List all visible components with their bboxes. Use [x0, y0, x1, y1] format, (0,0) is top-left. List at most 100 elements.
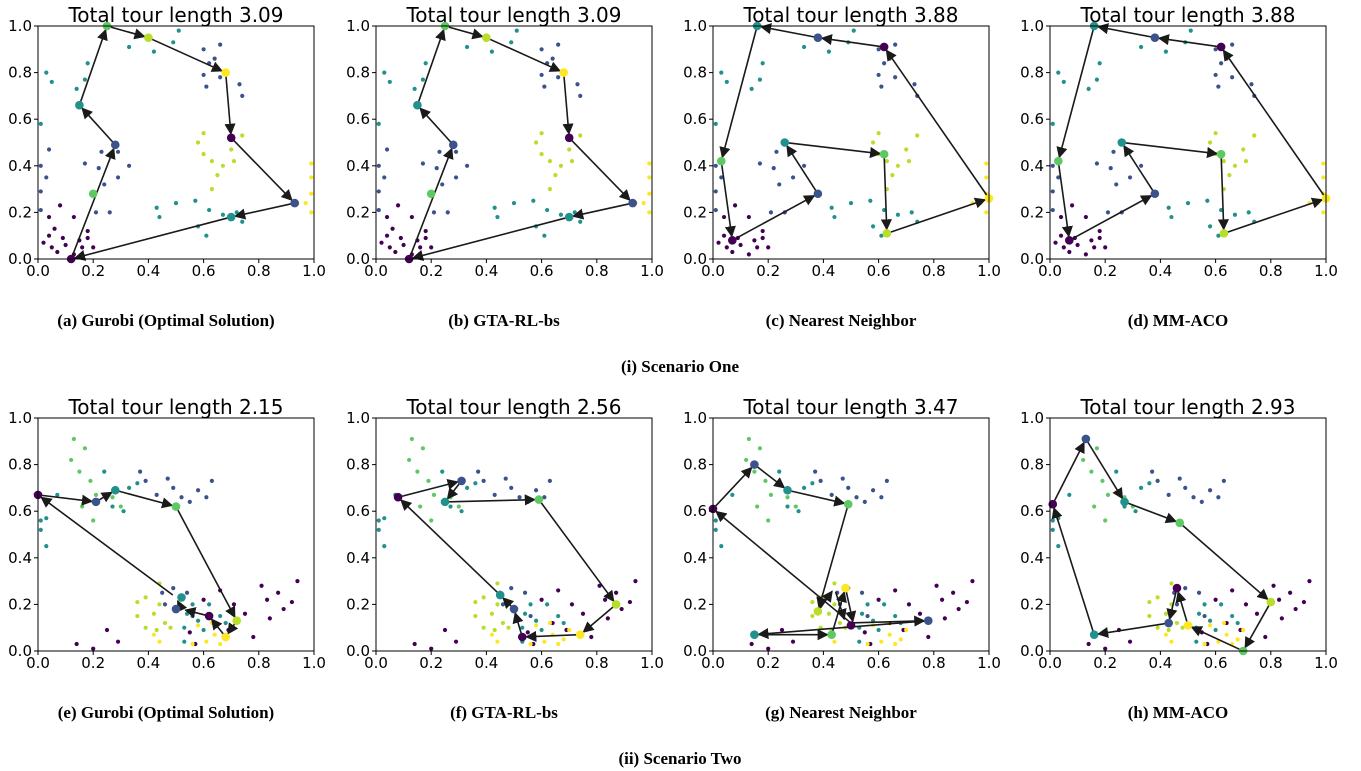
tour-edge	[571, 140, 631, 202]
customer-point	[176, 28, 181, 33]
customer-point	[1202, 602, 1207, 607]
customer-point	[201, 72, 206, 78]
customer-point	[229, 147, 234, 152]
customer-point	[553, 173, 558, 178]
customer-point	[829, 205, 834, 210]
tour-edge	[1227, 197, 1324, 233]
visited-node	[393, 492, 403, 502]
customer-point	[1105, 492, 1111, 497]
customer-point	[46, 214, 52, 220]
customer-point	[895, 163, 901, 168]
customer-point	[1075, 242, 1080, 248]
customer-point	[766, 646, 771, 651]
x-tick-label: 0.2	[756, 654, 780, 672]
customer-point	[917, 611, 923, 616]
x-tick-label: 0.8	[247, 262, 271, 280]
customer-point	[276, 590, 281, 595]
y-tick-label: 0.6	[8, 110, 32, 128]
customer-point	[231, 602, 237, 607]
tour-edge	[233, 140, 293, 202]
x-tick-label: 0.0	[364, 654, 388, 672]
customer-point	[757, 161, 763, 166]
panel-7: Total tour length 3.47 0.0 0.2 0.4 0.6 0.8 1.0…	[683, 395, 1001, 722]
customer-point	[829, 492, 834, 497]
customer-point	[1202, 641, 1207, 647]
panel-5: Total tour length 2.15 0.0 0.2 0.4 0.6 0.8 1.0…	[8, 395, 326, 722]
customer-point	[771, 166, 776, 171]
customer-point	[760, 235, 765, 241]
customer-point	[1103, 646, 1108, 651]
customer-point	[135, 481, 140, 486]
tour-edge	[1123, 144, 1154, 191]
customer-point	[1254, 611, 1260, 616]
customer-point	[887, 632, 892, 637]
customer-point	[492, 627, 497, 633]
customer-point	[884, 478, 889, 484]
customer-point	[1067, 249, 1072, 255]
x-tick-label: 1.0	[977, 654, 1001, 672]
customer-point	[93, 492, 99, 497]
customer-point	[1105, 210, 1111, 215]
customer-point	[489, 49, 495, 54]
customer-point	[876, 627, 881, 633]
customer-point	[171, 40, 176, 45]
customer-point	[906, 602, 912, 607]
customer-point	[1199, 499, 1204, 504]
x-tick-label: 0.0	[1038, 654, 1062, 672]
customer-point	[857, 639, 862, 644]
customer-point	[201, 131, 206, 136]
customer-point	[115, 639, 121, 644]
customer-point	[1097, 61, 1102, 66]
customer-point	[162, 620, 168, 626]
customer-point	[138, 469, 143, 474]
customer-point	[1174, 602, 1180, 607]
customer-point	[777, 182, 782, 187]
tour-edge	[1175, 590, 1188, 622]
customer-point	[407, 457, 412, 463]
scenario-one-label: (i) Scenario One	[621, 357, 739, 376]
customer-point	[542, 639, 547, 644]
x-tick-label: 0.2	[1093, 262, 1117, 280]
customer-point	[1138, 485, 1144, 490]
customer-point	[495, 602, 500, 607]
customer-point	[738, 242, 743, 248]
customer-point	[1271, 583, 1276, 588]
customer-point	[201, 597, 206, 602]
x-tick-label: 1.0	[640, 262, 664, 280]
customer-point	[879, 84, 884, 89]
panel-title: Total tour length 3.88	[1079, 3, 1295, 27]
panel-6: Total tour length 2.56 0.0 0.2 0.4 0.6 0.8 1.0…	[346, 395, 664, 722]
customer-point	[1224, 632, 1229, 637]
customer-point	[1114, 469, 1119, 474]
customer-point	[429, 646, 434, 651]
customer-point	[1207, 488, 1213, 493]
customer-point	[713, 527, 718, 532]
visited-node	[290, 198, 299, 208]
customer-point	[118, 504, 123, 509]
tour-edge	[1166, 591, 1178, 621]
customer-point	[1053, 240, 1058, 245]
tour-edge	[582, 606, 614, 633]
customer-point	[154, 627, 159, 633]
panel-3: Total tour length 3.88 0.0 0.2 0.4 0.6 0.8 1.0…	[683, 3, 1001, 330]
y-tick-label: 0.6	[8, 502, 32, 520]
y-tick-label: 0.4	[683, 549, 707, 567]
customer-point	[102, 469, 107, 474]
customer-point	[1169, 581, 1174, 586]
customer-point	[91, 245, 96, 250]
customer-point	[420, 77, 426, 82]
customer-point	[212, 56, 217, 61]
customer-point	[418, 245, 423, 250]
customer-point	[760, 228, 765, 234]
tour-edge	[400, 499, 498, 593]
visited-node	[1081, 434, 1091, 444]
customer-point	[1081, 457, 1086, 463]
customer-point	[1213, 627, 1218, 633]
customer-point	[82, 161, 88, 166]
customer-point	[251, 634, 256, 640]
visited-node	[226, 133, 236, 143]
x-tick-label: 0.0	[26, 262, 50, 280]
customer-point	[1219, 602, 1224, 607]
tour-edge	[757, 466, 786, 489]
